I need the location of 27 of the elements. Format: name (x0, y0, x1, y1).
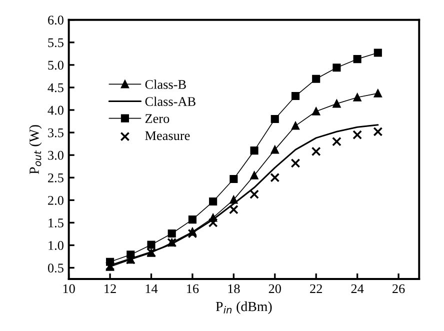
x-tick-label: 18 (228, 284, 240, 294)
y-tick-label: 3.0 (48, 150, 64, 160)
y-tick-label: 2.5 (48, 173, 64, 182)
y-tick-label: 1.5 (48, 218, 64, 228)
y-tick-label: 3.5 (48, 128, 64, 138)
legend-label: Zero (145, 114, 170, 124)
legend-label: Measure (145, 131, 190, 140)
x-tick-label: 16 (187, 284, 199, 294)
x-tick-label: 14 (146, 284, 158, 294)
legend-label: Class-AB (145, 96, 196, 106)
x-tick-label: 24 (351, 284, 364, 294)
y-tick-label: 1.0 (48, 241, 64, 250)
y-tick-label: 4.0 (48, 106, 64, 115)
x-axis-title: P$_{in}$ (dBm) (216, 301, 272, 314)
y-tick-label: 5.5 (48, 38, 64, 48)
y-axis-title: P$_{out}$ (W) (29, 125, 42, 174)
y-tick-label: 6.0 (48, 16, 64, 25)
x-tick-label: 10 (63, 284, 75, 294)
y-tick-label: 2.0 (48, 196, 64, 205)
x-tick-label: 22 (310, 284, 322, 294)
y-tick-label: 4.5 (48, 83, 64, 92)
x-tick-label: 20 (268, 284, 281, 294)
x-tick-label: 12 (104, 284, 116, 294)
x-tick-label: 26 (392, 284, 405, 294)
y-tick-label: 0.5 (48, 264, 64, 273)
y-tick-label: 5.0 (48, 60, 64, 70)
legend-label: Class-B (145, 80, 186, 89)
